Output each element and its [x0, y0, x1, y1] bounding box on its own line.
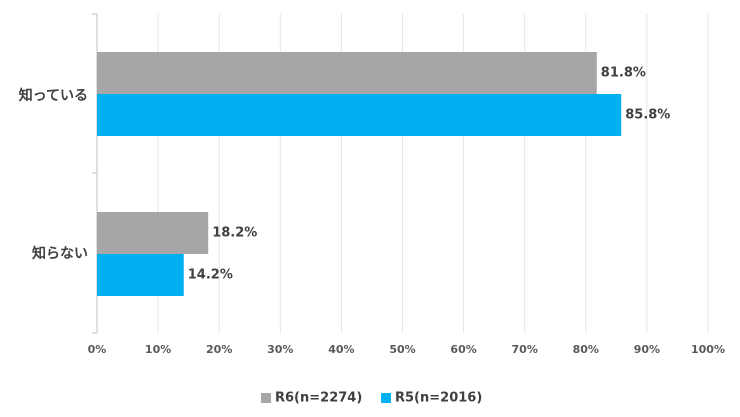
x-tick-label-7: 70% — [512, 343, 538, 356]
x-axis-ticks: 0% 10% 20% 30% 40% 50% 60% 70% 80% 90% 100% — [88, 343, 725, 356]
legend-label-r6: R6(n=2274) — [275, 391, 362, 406]
legend-swatch-r6 — [261, 393, 271, 403]
x-tick-label-4: 40% — [328, 343, 354, 356]
legend: R6(n=2274) R5(n=2016) — [261, 391, 482, 406]
data-label-1-1: 14.2% — [188, 268, 233, 283]
x-tick-label-2: 20% — [206, 343, 232, 356]
x-tick-label-9: 90% — [634, 343, 660, 356]
data-label-0-1: 85.8% — [625, 108, 670, 123]
bar-1-0 — [97, 212, 209, 254]
data-label-0-0: 81.8% — [601, 66, 646, 81]
legend-label-r5: R5(n=2016) — [395, 391, 482, 406]
legend-swatch-r5 — [381, 393, 391, 403]
x-tick-label-8: 80% — [573, 343, 599, 356]
bar-0-1 — [97, 94, 622, 136]
category-labels: 知っている 知らない — [19, 87, 88, 262]
data-label-1-0: 18.2% — [212, 226, 257, 241]
x-tick-label-1: 10% — [145, 343, 171, 356]
x-tick-label-3: 30% — [267, 343, 293, 356]
x-tick-label-6: 60% — [450, 343, 476, 356]
bar-1-1 — [97, 254, 184, 296]
category-label-1: 知らない — [32, 245, 88, 262]
x-tick-label-10: 100% — [691, 343, 725, 356]
x-tick-label-5: 50% — [389, 343, 415, 356]
x-tick-label-0: 0% — [88, 343, 107, 356]
bars: 81.8% 85.8% 18.2% 14.2% — [97, 52, 670, 296]
bar-0-0 — [97, 52, 597, 94]
category-label-0: 知っている — [19, 87, 88, 104]
